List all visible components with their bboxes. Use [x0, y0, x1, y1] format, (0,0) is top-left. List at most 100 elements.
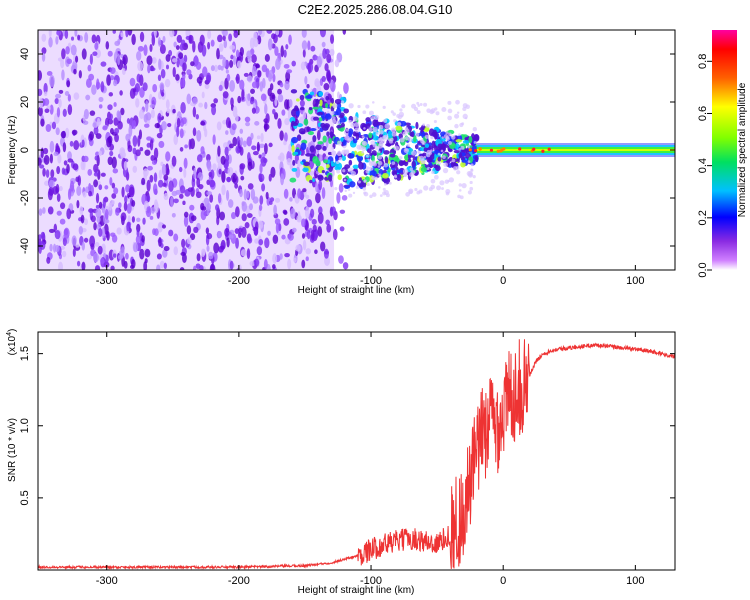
noise-speck [41, 52, 46, 62]
noise-speck [279, 253, 283, 260]
noise-speck [285, 44, 289, 50]
noise-speck [217, 231, 223, 238]
noise-speck [217, 193, 222, 204]
noise-speck [44, 108, 50, 114]
noise-speck [131, 216, 135, 223]
signal-speck [372, 135, 379, 141]
noise-speck [243, 188, 247, 201]
noise-speck [183, 157, 188, 169]
noise-speck [191, 176, 196, 188]
signal-speck [329, 131, 334, 138]
halo-speck [433, 174, 439, 180]
noise-speck [117, 53, 121, 66]
halo-speck [461, 122, 465, 126]
noise-speck [45, 124, 52, 133]
noise-speck [145, 100, 149, 113]
noise-speck [279, 152, 285, 163]
noise-speck [98, 201, 103, 209]
signal-speck [419, 127, 425, 131]
noise-speck [301, 40, 308, 51]
noise-speck [258, 173, 265, 183]
signal-peak-dot [547, 147, 551, 151]
noise-speck [67, 151, 72, 161]
noise-speck [97, 245, 103, 255]
noise-speck [196, 76, 203, 84]
signal-speck [339, 112, 345, 118]
noise-speck [112, 168, 119, 174]
noise-speck [240, 249, 247, 257]
halo-speck [347, 138, 351, 142]
noise-speck [136, 50, 142, 61]
noise-speck [258, 238, 264, 246]
halo-speck [433, 119, 437, 124]
noise-speck [301, 30, 307, 38]
noise-speck [112, 253, 117, 258]
signal-speck [322, 145, 327, 151]
noise-speck [74, 30, 78, 37]
halo-speck [331, 150, 337, 155]
noise-speck [166, 108, 171, 114]
noise-speck [102, 197, 106, 209]
noise-speck [306, 229, 311, 240]
halo-speck [332, 116, 336, 120]
signal-speck [336, 124, 342, 129]
noise-speck [173, 233, 179, 242]
noise-speck [159, 44, 166, 55]
signal-speck [290, 89, 298, 94]
noise-speck [314, 64, 319, 73]
signal-speck [383, 150, 390, 155]
noise-speck [57, 153, 62, 164]
noise-speck [223, 39, 228, 49]
halo-speck [375, 131, 379, 136]
noise-speck [158, 169, 163, 180]
noise-speck [113, 102, 117, 107]
noise-speck [62, 237, 67, 247]
halo-speck [416, 110, 421, 115]
noise-speck [296, 214, 302, 223]
noise-speck [301, 259, 306, 269]
noise-speck [94, 42, 99, 50]
noise-speck [267, 38, 273, 51]
signal-speck [315, 159, 321, 167]
noise-speck [66, 58, 73, 65]
noise-speck [49, 243, 53, 252]
noise-speck [222, 56, 227, 68]
halo-speck [362, 187, 367, 191]
halo-speck [378, 173, 382, 177]
noise-speck [202, 66, 208, 77]
noise-speck [62, 250, 67, 258]
noise-speck [233, 30, 239, 38]
noise-speck [216, 215, 220, 226]
y-tick-label: -20 [19, 190, 31, 206]
noise-speck [135, 149, 141, 157]
x-tick-label: -300 [96, 575, 118, 587]
noise-speck [328, 73, 332, 84]
noise-speck [234, 183, 239, 189]
noise-speck [189, 233, 196, 241]
noise-speck [53, 151, 59, 157]
signal-speck [424, 143, 430, 149]
halo-speck [344, 189, 348, 193]
noise-speck [98, 96, 104, 102]
noise-speck [117, 121, 123, 130]
noise-speck [61, 48, 66, 60]
signal-speck [310, 127, 317, 132]
halo-speck [472, 175, 476, 179]
snr-x-axis-label: Height of straight line (km) [298, 585, 415, 596]
noise-speck [85, 78, 92, 88]
halo-speck [406, 143, 410, 147]
noise-speck [310, 208, 315, 219]
signal-speck [291, 144, 295, 153]
noise-speck [183, 215, 189, 227]
noise-speck [315, 181, 319, 193]
noise-speck [261, 77, 266, 89]
signal-speck [302, 167, 309, 173]
halo-speck [379, 129, 384, 135]
noise-speck [156, 264, 161, 270]
noise-speck [195, 191, 202, 199]
noise-speck [281, 234, 286, 240]
noise-speck [195, 61, 202, 70]
halo-speck [366, 182, 370, 187]
noise-speck [164, 78, 171, 88]
noise-speck [289, 197, 293, 202]
